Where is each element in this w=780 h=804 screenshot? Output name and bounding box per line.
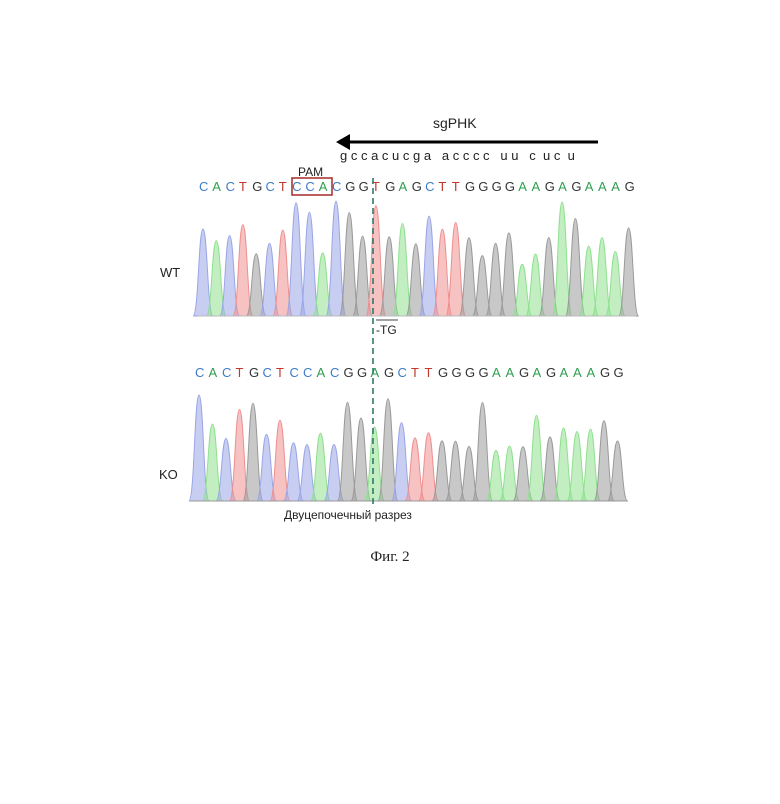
ko-base: C <box>263 365 272 380</box>
wt-peak <box>619 228 639 316</box>
wt-base: G <box>492 179 502 194</box>
ko-base: G <box>438 365 448 380</box>
ko-base: C <box>222 365 231 380</box>
wt-base: C <box>292 179 301 194</box>
wt-sequence: CACTGCTCCACGGTGAGCTTGGGGAAGAGAAAG <box>199 179 635 194</box>
wt-base: C <box>332 179 341 194</box>
ko-base: G <box>600 365 610 380</box>
wt-base: G <box>465 179 475 194</box>
ko-base: T <box>276 365 284 380</box>
wt-base: G <box>345 179 355 194</box>
ko-base: A <box>371 365 380 380</box>
ko-base: T <box>425 365 433 380</box>
ko-base: A <box>587 365 596 380</box>
ko-base: G <box>614 365 624 380</box>
wt-base: C <box>226 179 235 194</box>
wt-base: A <box>585 179 594 194</box>
wt-base: A <box>399 179 408 194</box>
ko-label: KO <box>159 467 178 482</box>
wt-label: WT <box>160 265 180 280</box>
ko-base: C <box>398 365 407 380</box>
wt-base: G <box>385 179 395 194</box>
ko-base: A <box>317 365 326 380</box>
ko-base: G <box>344 365 354 380</box>
wt-base: C <box>305 179 314 194</box>
sgrna-sequence: g c c a c u c g a a c c c c u u c u c u <box>340 148 575 163</box>
wt-base: A <box>319 179 328 194</box>
ko-base: C <box>290 365 299 380</box>
wt-base: T <box>239 179 247 194</box>
ko-base: A <box>209 365 218 380</box>
ko-peak <box>607 441 627 501</box>
ko-chromatogram <box>189 395 628 501</box>
wt-base: C <box>266 179 275 194</box>
ko-base: G <box>479 365 489 380</box>
ko-peak <box>472 402 492 501</box>
wt-base: G <box>412 179 422 194</box>
ko-base: C <box>303 365 312 380</box>
ko-base: A <box>506 365 515 380</box>
deletion-label: -TG <box>376 323 397 337</box>
ko-base: A <box>560 365 569 380</box>
wt-base: A <box>532 179 541 194</box>
ko-base: G <box>452 365 462 380</box>
wt-base: C <box>425 179 434 194</box>
wt-base: G <box>359 179 369 194</box>
wt-base: A <box>558 179 567 194</box>
ko-sequence: CACTGCTCCACGGAGCTTGGGGAAGAGAAAGG <box>195 365 624 380</box>
ko-base: C <box>330 365 339 380</box>
wt-base: G <box>571 179 581 194</box>
ko-base: A <box>573 365 582 380</box>
ko-base: G <box>357 365 367 380</box>
wt-base: T <box>438 179 446 194</box>
wt-base: A <box>212 179 221 194</box>
ko-base: G <box>546 365 556 380</box>
ko-base: A <box>492 365 501 380</box>
ko-base: T <box>411 365 419 380</box>
ko-base: G <box>465 365 475 380</box>
wt-base: A <box>611 179 620 194</box>
ko-base: G <box>249 365 259 380</box>
cut-label: Двуцепочечный разрез <box>284 508 412 522</box>
sgrna-label: sgPHK <box>433 115 477 131</box>
wt-chromatogram <box>193 201 639 316</box>
ko-base: C <box>195 365 204 380</box>
wt-base: G <box>625 179 635 194</box>
wt-base: G <box>545 179 555 194</box>
pam-label: PAM <box>298 165 323 179</box>
figure-caption: Фиг. 2 <box>370 549 409 565</box>
wt-base: C <box>199 179 208 194</box>
wt-base: A <box>518 179 527 194</box>
wt-base: G <box>478 179 488 194</box>
ko-base: A <box>533 365 542 380</box>
ko-base: T <box>236 365 244 380</box>
wt-base: T <box>279 179 287 194</box>
ko-base: G <box>384 365 394 380</box>
wt-base: G <box>505 179 515 194</box>
wt-base: G <box>252 179 262 194</box>
wt-base: A <box>598 179 607 194</box>
ko-base: G <box>519 365 529 380</box>
wt-base: T <box>452 179 460 194</box>
